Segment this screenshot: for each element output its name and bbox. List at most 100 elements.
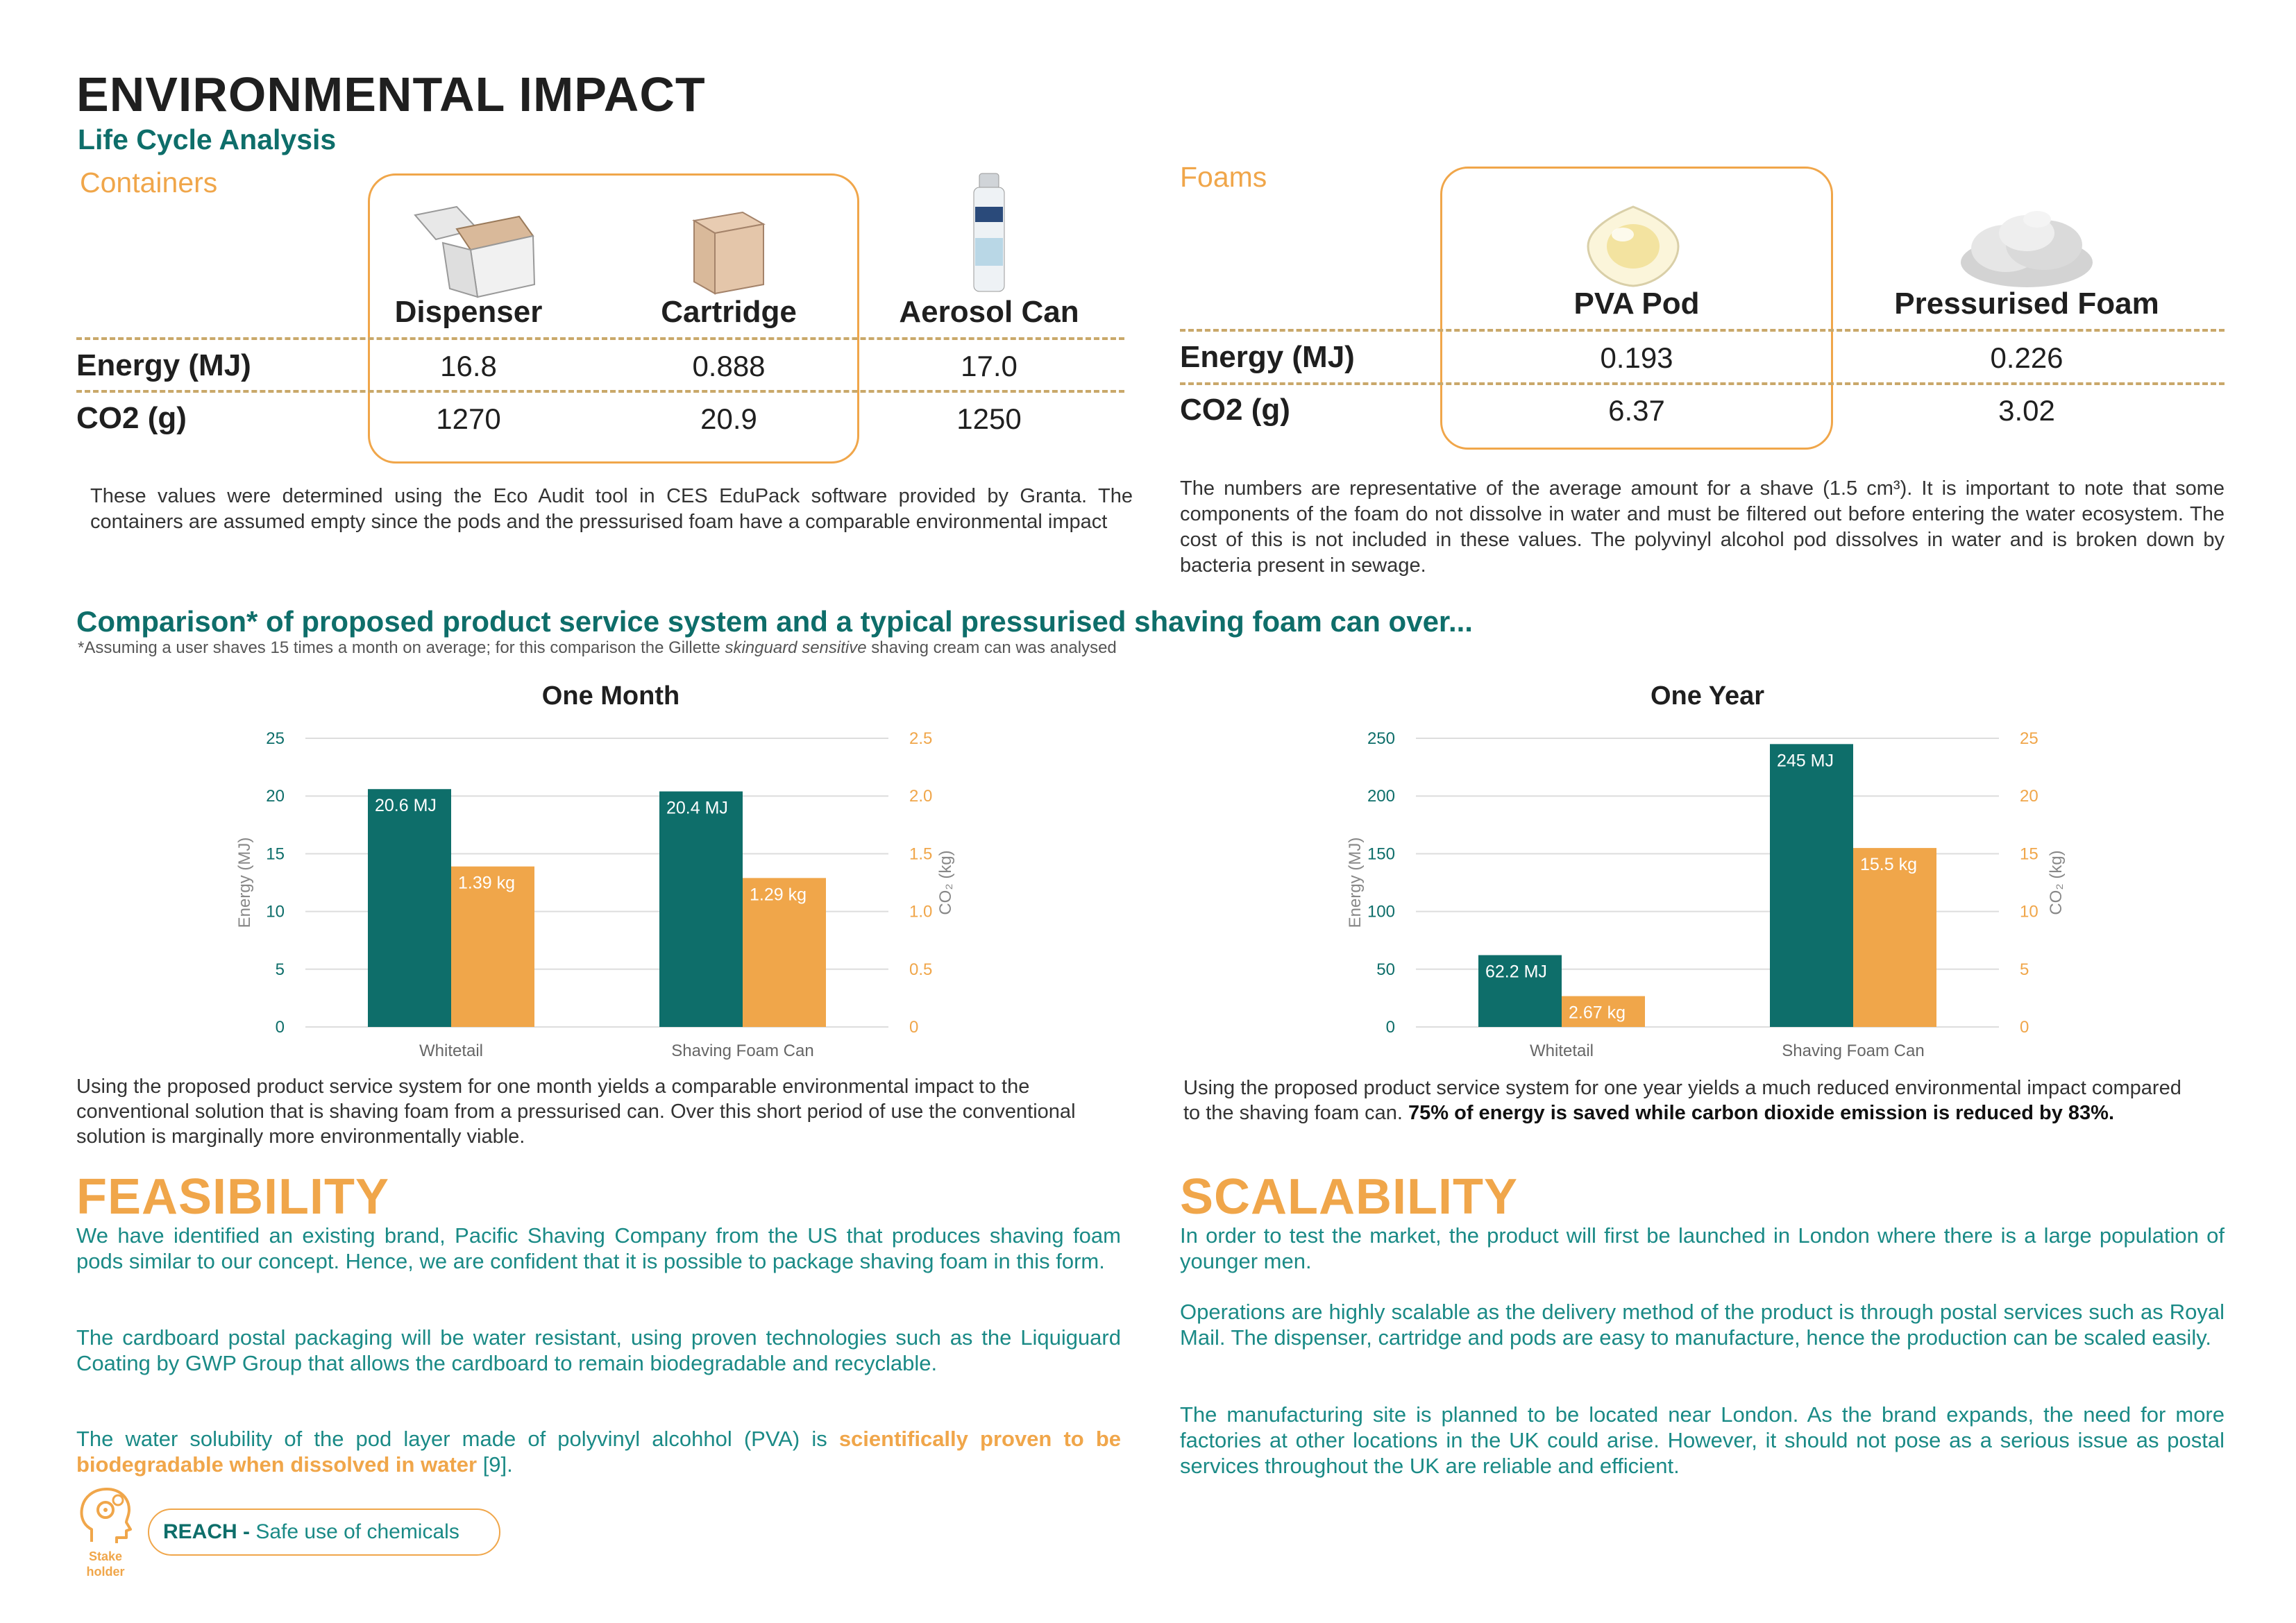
bar [659, 791, 743, 1027]
y2-tick-label: 0.5 [909, 960, 932, 979]
y-axis-label: Energy (MJ) [1346, 838, 1365, 928]
x-tick-label: Shaving Foam Can [1782, 1042, 1924, 1060]
y2-tick-label: 1.5 [909, 844, 932, 863]
y2-tick-label: 2.0 [909, 787, 932, 806]
col-cartridge: Cartridge [661, 295, 797, 329]
feasibility-paragraph: We have identified an existing brand, Pa… [76, 1223, 1121, 1273]
x-tick-label: Shaving Foam Can [671, 1042, 813, 1060]
y-tick-label: 50 [1376, 960, 1395, 979]
col-dispenser: Dispenser [394, 295, 543, 329]
y2-axis-label: CO₂ (kg) [2047, 850, 2066, 915]
y-tick-label: 100 [1367, 903, 1395, 921]
foams-section-label: Foams [1180, 161, 1267, 193]
y2-tick-label: 25 [2020, 729, 2038, 748]
row-co2-label: CO2 (g) [76, 401, 187, 435]
proposed-system-highlight [368, 173, 859, 464]
row-energy-label: Energy (MJ) [76, 348, 251, 382]
cell-foam-energy: 0.226 [1990, 341, 2063, 374]
bar [1562, 996, 1645, 1027]
chart-title-month: One Month [541, 681, 680, 711]
bar [1770, 744, 1853, 1027]
table-divider [76, 390, 1124, 393]
col-pva-pod: PVA Pod [1573, 287, 1700, 321]
bar [1478, 955, 1562, 1027]
y-tick-label: 250 [1367, 729, 1395, 748]
aerosol-can-image [973, 173, 1005, 292]
data-label: 62.2 MJ [1485, 962, 1547, 981]
y2-axis-label: CO₂ (kg) [936, 850, 955, 915]
y2-tick-label: 15 [2020, 844, 2038, 863]
y-tick-label: 200 [1367, 787, 1395, 806]
y-axis-label: Energy (MJ) [235, 838, 254, 928]
data-label: 1.29 kg [750, 885, 807, 904]
data-label: 245 MJ [1777, 751, 1834, 770]
cell-foam-co2: 3.02 [1998, 394, 2055, 427]
scalability-paragraph: Operations are highly scalable as the de… [1180, 1300, 2225, 1350]
table-divider [1180, 329, 2225, 332]
containers-section-label: Containers [80, 167, 218, 198]
page-title: ENVIRONMENTAL IMPACT [76, 67, 706, 121]
cell-pva-co2: 6.37 [1608, 394, 1665, 427]
y-tick-label: 15 [266, 844, 285, 863]
comparison-title: Comparison* of proposed product service … [76, 605, 1473, 638]
scalability-paragraph: The manufacturing site is planned to be … [1180, 1402, 2225, 1478]
chart-title-year: One Year [1650, 681, 1765, 711]
x-tick-label: Whitetail [419, 1042, 483, 1060]
data-label: 1.39 kg [458, 874, 515, 893]
cartridge-box-image [692, 211, 766, 295]
scalability-paragraph: In order to test the market, the product… [1180, 1223, 2225, 1273]
data-label: 20.6 MJ [375, 796, 437, 815]
col-pressurised-foam: Pressurised Foam [1894, 287, 2159, 321]
y2-tick-label: 2.5 [909, 729, 932, 748]
data-label: 2.67 kg [1569, 1003, 1626, 1023]
feasibility-paragraph: The water solubility of the pod layer ma… [76, 1427, 1121, 1477]
proposed-system-highlight [1440, 167, 1833, 450]
year-summary: Using the proposed product service syste… [1183, 1077, 2181, 1124]
containers-note: These values were determined using the E… [90, 485, 1133, 533]
scalability-heading: SCALABILITY [1180, 1169, 1518, 1225]
cell-pva-energy: 0.193 [1600, 341, 1673, 374]
cell-cartridge-co2: 20.9 [700, 402, 757, 435]
bar [451, 866, 534, 1027]
y-tick-label: 0 [1386, 1018, 1395, 1037]
foam-image [1961, 211, 2093, 287]
y2-tick-label: 20 [2020, 787, 2038, 806]
table-divider [76, 337, 1124, 340]
data-label: 20.4 MJ [666, 799, 728, 818]
row-co2-label: CO2 (g) [1180, 393, 1290, 427]
y2-tick-label: 10 [2020, 903, 2038, 921]
y2-tick-label: 1.0 [909, 903, 932, 921]
y-tick-label: 10 [266, 903, 285, 921]
dispenser-image [414, 205, 536, 298]
stakeholder-label: Stake holder [86, 1549, 125, 1579]
foams-note: The numbers are representative of the av… [1180, 477, 2225, 577]
y-tick-label: 25 [266, 729, 285, 748]
month-summary: Using the proposed product service syste… [76, 1076, 1076, 1148]
bar [1853, 848, 1936, 1027]
cell-dispenser-energy: 16.8 [440, 350, 497, 382]
stakeholder-head-gear-icon [80, 1488, 132, 1543]
cell-aerosol-co2: 1250 [956, 402, 1022, 435]
cell-aerosol-energy: 17.0 [961, 350, 1018, 382]
y-tick-label: 5 [276, 960, 285, 979]
page-subtitle: Life Cycle Analysis [78, 124, 337, 155]
y2-tick-label: 0 [2020, 1018, 2029, 1037]
y2-tick-label: 5 [2020, 960, 2029, 979]
cell-dispenser-co2: 1270 [436, 402, 501, 435]
cell-cartridge-energy: 0.888 [692, 350, 766, 382]
reach-pill: REACH - Safe use of chemicals [148, 1509, 500, 1556]
y-tick-label: 150 [1367, 844, 1395, 863]
col-aerosol-can: Aerosol Can [899, 295, 1079, 329]
y2-tick-label: 0 [909, 1018, 918, 1037]
table-divider [1180, 382, 2225, 385]
data-label: 15.5 kg [1860, 855, 1917, 874]
feasibility-paragraph: The cardboard postal packaging will be w… [76, 1325, 1121, 1375]
y-tick-label: 0 [276, 1018, 285, 1037]
row-energy-label: Energy (MJ) [1180, 340, 1355, 374]
pva-pod-image [1587, 205, 1680, 287]
one-year-chart: 0 0 50 5 100 10 150 15 200 20 250 25 Energy (MJ) CO₂ … [1346, 729, 2066, 1060]
comparison-footnote: *Assuming a user shaves 15 times a month… [78, 638, 1117, 657]
x-tick-label: Whitetail [1530, 1042, 1594, 1060]
bar [368, 789, 451, 1027]
y-tick-label: 20 [266, 787, 285, 806]
